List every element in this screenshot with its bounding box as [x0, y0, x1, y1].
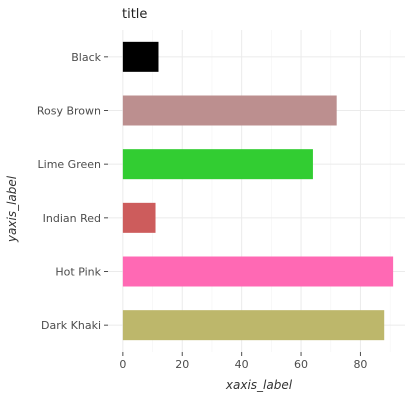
chart-title: title	[122, 7, 147, 22]
bar	[122, 95, 337, 126]
y-axis: Dark Khaki Hot Pink Indian Red Lime Green Ro…	[37, 51, 108, 332]
bar	[122, 256, 394, 287]
x-tick-label: 40	[235, 358, 249, 371]
bar	[122, 202, 156, 233]
bar	[122, 149, 313, 180]
bar	[122, 41, 159, 72]
y-axis-label: yaxis_label	[5, 175, 19, 243]
x-tick-label: 60	[294, 358, 308, 371]
y-tick-label: Hot Pink	[55, 266, 101, 279]
x-axis: 0 20 40 60 80	[119, 352, 367, 371]
plot-grid	[108, 30, 405, 352]
x-tick-label: 0	[119, 358, 126, 371]
y-tick-label: Rosy Brown	[37, 105, 101, 118]
bar	[122, 310, 385, 341]
y-tick-label: Dark Khaki	[41, 319, 101, 332]
y-tick-label: Black	[71, 51, 101, 64]
y-tick-label: Lime Green	[38, 158, 102, 171]
y-tick-label: Indian Red	[43, 212, 101, 225]
x-tick-label: 80	[353, 358, 367, 371]
plot-bars	[122, 41, 394, 341]
x-axis-label: xaxis_label	[225, 378, 293, 392]
x-tick-label: 20	[175, 358, 189, 371]
